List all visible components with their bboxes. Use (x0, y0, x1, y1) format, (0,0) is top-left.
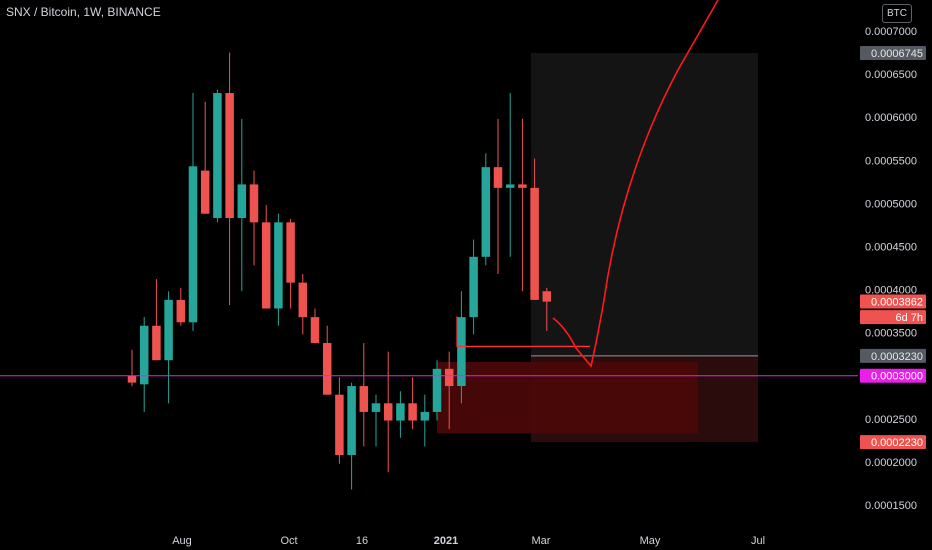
candle-body (359, 386, 369, 412)
y-axis: 0.0007000 0.0006500 0.0006000 0.0005500 0.00… (865, 26, 917, 512)
candle-body (127, 375, 137, 383)
candle-body (542, 291, 552, 302)
candle-body (249, 184, 259, 223)
y-tick-label: 0.0004000 (865, 285, 917, 297)
x-axis: Aug Oct 16 2021 Mar May Jul (172, 535, 765, 547)
price-label-box (860, 310, 926, 325)
candle-body (164, 299, 173, 361)
price-label-box (860, 368, 926, 383)
x-tick-label: Mar (532, 535, 551, 547)
x-tick-label: Oct (280, 535, 297, 547)
price-labels: 0.0006745 0.0003862 6d 7h 0.0003230 0.000300… (860, 45, 926, 450)
candle-body (335, 394, 344, 456)
y-tick-label: 0.0006500 (865, 69, 917, 81)
price-label-box (860, 294, 926, 309)
candle-body (347, 386, 356, 456)
candle-body (298, 282, 308, 318)
candle-body (286, 222, 295, 283)
candle-body (371, 403, 381, 412)
projection-curve (552, 0, 719, 368)
candle-body (469, 256, 478, 318)
candle-body (444, 368, 454, 387)
x-tick-label: May (640, 535, 661, 547)
x-tick-label: Jul (751, 535, 765, 547)
candle-body (322, 342, 332, 395)
price-label-text: 0.0006745 (871, 48, 923, 60)
candle-body (481, 167, 491, 257)
candle-body (200, 170, 210, 214)
y-tick-label: 0.0006000 (865, 112, 917, 124)
price-label-text: 0.0002230 (871, 437, 923, 449)
price-label-text: 0.0003230 (871, 351, 923, 363)
x-tick-label: Aug (172, 535, 192, 547)
y-tick-label: 0.0007000 (865, 26, 917, 38)
candle-body (213, 93, 222, 219)
candle-body (383, 403, 393, 421)
candle-body (261, 222, 271, 309)
y-tick-label: 0.0001500 (865, 500, 917, 512)
candle-body (237, 184, 247, 219)
candle-body (493, 167, 503, 188)
marker-line (456, 316, 590, 348)
candle-body (432, 368, 442, 412)
candle-body (274, 222, 283, 309)
symbol-title[interactable]: SNX / Bitcoin, 1W, BINANCE (6, 5, 161, 19)
price-label-text: 6d 7h (895, 312, 923, 324)
currency-button[interactable]: BTC (882, 4, 912, 23)
y-tick-label: 0.0003500 (865, 328, 917, 340)
candle-body (530, 187, 539, 300)
price-label-box (860, 348, 926, 363)
y-tick-label: 0.0002500 (865, 414, 917, 426)
target-zone (531, 52, 758, 356)
candle-body (457, 317, 466, 387)
candle-body (176, 299, 186, 323)
price-label-box (860, 435, 926, 450)
candle-body (188, 166, 198, 323)
candle-body (152, 325, 161, 361)
candle-body (408, 403, 417, 421)
x-tick-label: 2021 (434, 535, 458, 547)
drawings (0, 0, 858, 377)
demand-zone (437, 361, 698, 434)
candle-body (310, 317, 320, 343)
y-tick-label: 0.0002000 (865, 457, 917, 469)
price-label-box (860, 45, 926, 60)
candle-body (139, 325, 149, 385)
candle-body (225, 93, 234, 219)
drawing-zones (437, 52, 758, 443)
y-tick-label: 0.0004500 (865, 241, 917, 253)
candles (127, 52, 552, 490)
candle-body (505, 184, 515, 188)
candle-body (420, 411, 430, 421)
price-label-text: 0.0003862 (871, 296, 923, 308)
candle-body (396, 403, 405, 421)
y-tick-label: 0.0005000 (865, 198, 917, 210)
x-tick-label: 16 (356, 535, 368, 547)
candle-body (518, 184, 527, 188)
price-label-text: 0.0003000 (871, 371, 923, 383)
y-tick-label: 0.0005500 (865, 155, 917, 167)
